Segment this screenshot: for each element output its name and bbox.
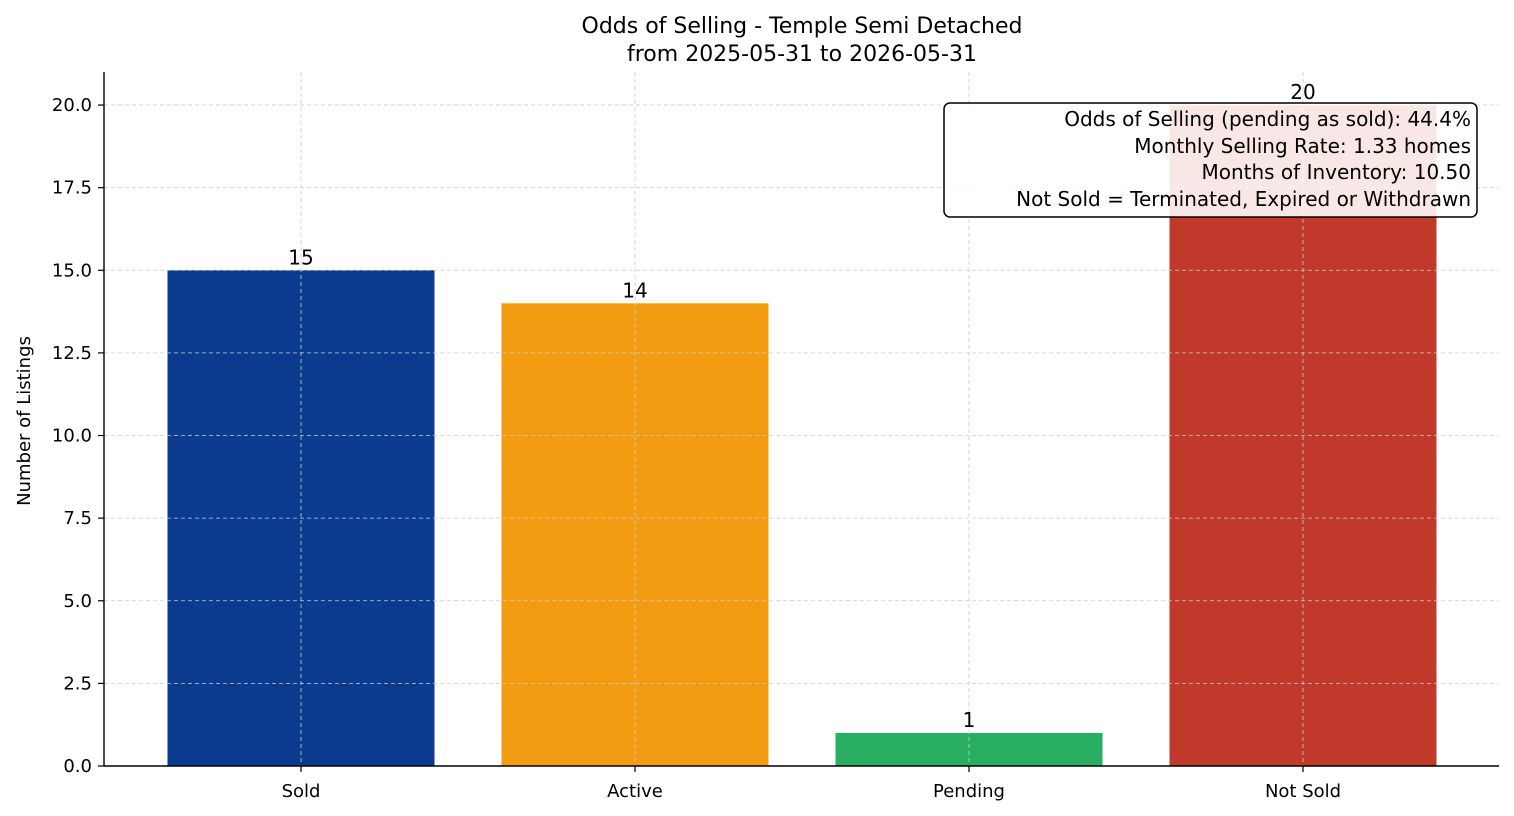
y-tick-label: 12.5 xyxy=(52,343,92,364)
bar-value-label: 15 xyxy=(288,245,313,269)
chart-title: Odds of Selling - Temple Semi Detached xyxy=(582,14,1023,39)
bar-value-label: 14 xyxy=(622,278,647,302)
bar-value-label: 1 xyxy=(963,708,976,732)
y-axis-label: Number of Listings xyxy=(14,336,35,506)
x-tick-label: Not Sold xyxy=(1265,781,1341,802)
y-tick-label: 10.0 xyxy=(52,426,92,447)
y-tick-label: 7.5 xyxy=(63,508,92,529)
bar-value-label: 20 xyxy=(1290,80,1315,104)
annotation-line-inventory: Months of Inventory: 10.50 xyxy=(1201,160,1471,184)
x-tick-label: Sold xyxy=(282,781,321,802)
annotation-background xyxy=(943,102,1478,218)
y-ticks: 0.0 2.5 5.0 7.5 10.0 12.5 15.0 17.5 20.0 xyxy=(52,95,104,777)
y-tick-label: 17.5 xyxy=(52,178,92,199)
stats-annotation-box: Odds of Selling (pending as sold): 44.4%… xyxy=(943,102,1478,218)
y-tick-label: 0.0 xyxy=(63,756,92,777)
y-tick-label: 15.0 xyxy=(52,260,92,281)
y-tick-label: 20.0 xyxy=(52,95,92,116)
x-tick-label: Pending xyxy=(933,781,1005,802)
x-tick-label: Active xyxy=(607,781,663,802)
annotation-line-odds: Odds of Selling (pending as sold): 44.4% xyxy=(1064,107,1471,131)
annotation-line-definition: Not Sold = Terminated, Expired or Withdr… xyxy=(1016,187,1471,211)
y-tick-label: 5.0 xyxy=(63,591,92,612)
x-ticks: Sold Active Pending Not Sold xyxy=(282,766,1341,802)
annotation-line-rate: Monthly Selling Rate: 1.33 homes xyxy=(1134,134,1471,158)
value-labels: 15 14 1 20 xyxy=(288,80,1315,732)
y-tick-label: 2.5 xyxy=(63,673,92,694)
chart-subtitle: from 2025-05-31 to 2026-05-31 xyxy=(627,42,977,67)
